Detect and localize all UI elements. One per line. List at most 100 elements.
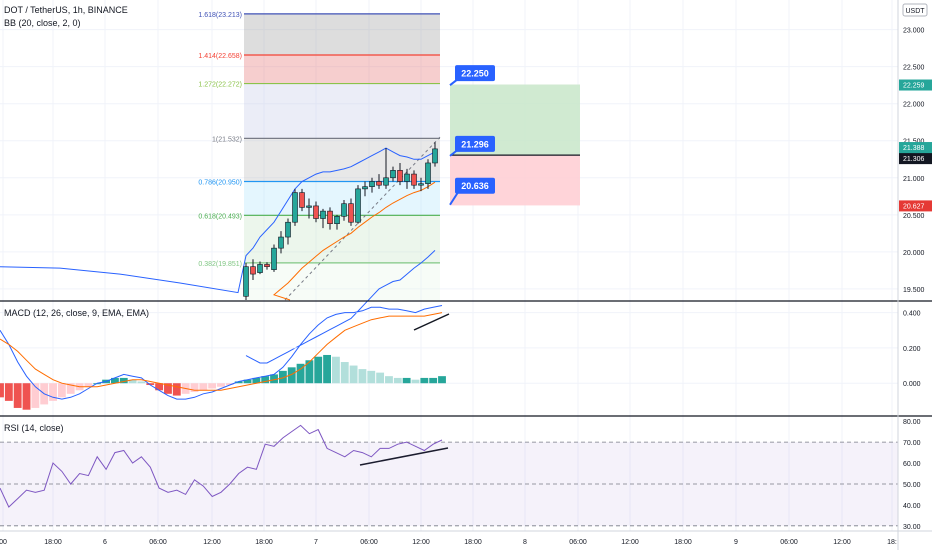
time-tick-label: 06:00 [149,539,167,546]
price-label-target[interactable] [899,79,932,91]
rsi-divergence-line[interactable] [359,447,449,466]
candle-body [355,188,361,223]
time-tick-label: 9 [734,539,738,546]
macd-histogram-bar [4,383,13,401]
macd-tick-label: 0.000 [903,381,921,388]
macd-line [0,305,443,400]
price-label-stop[interactable] [899,200,932,212]
fib-label-1.272: 1.272(22.272) [198,82,242,89]
candle-body [250,266,256,275]
macd-tick-label: 0.400 [903,311,921,318]
candle-body [320,210,326,219]
time-tick-label: 12:00 [833,539,851,546]
macd-histogram-bar [323,354,331,384]
rsi-line [0,424,443,508]
price-axis[interactable]: 23.00022.50022.00021.50021.00020.50020.0… [899,28,932,294]
candle-body [348,203,354,223]
macd-histogram-bar [385,376,393,384]
callout-box[interactable] [455,135,495,152]
currency-label: USDT [905,8,925,15]
rsi-tick-label: 30.00 [903,524,921,531]
macd-histogram-bar [314,356,323,384]
price-tick-label: 20.500 [903,213,925,220]
macd-histogram-bar [243,379,252,384]
price-callouts[interactable]: 22.250 21.296 20.636 [359,65,495,466]
symbol-title: DOT / TetherUS, 1h, BINANCE [4,5,128,15]
macd-histogram-bar [164,383,172,394]
callout-box[interactable] [455,65,495,82]
macd-histogram-bar [128,379,137,384]
fib-label-0.382: 0.382(19.851) [198,261,242,268]
time-tick-label: 8 [523,539,527,546]
currency-badge[interactable] [902,3,928,17]
candle-body [292,192,298,223]
candle-body [362,186,368,190]
candle-body [404,173,410,182]
macd-histogram-bar [402,377,411,384]
price-tick-label: 22.000 [903,102,925,109]
macd-histogram-bar [155,383,164,391]
macd-histogram-bar [429,377,438,384]
macd-histogram-bar [420,377,429,384]
fib-label-1.414: 1.414(22.658) [198,53,242,60]
time-tick-label: 7 [314,539,318,546]
candle-body [390,170,396,179]
callout-text: 20.636 [461,181,489,191]
rsi-axis[interactable]: 80.00 70.00 60.00 50.00 40.00 30.00 [903,419,921,531]
macd-histogram-bar [270,374,278,384]
time-axis[interactable]: 00 18:00 6 06:00 12:00 18:00 7 06:00 12:00 18:00 8… [0,539,897,546]
bb-indicator-title: BB (20, close, 2, 0) [4,18,81,28]
candle-body [432,148,438,164]
rsi-title: RSI (14, close) [4,423,64,433]
rsi-tick-label: 80.00 [903,419,921,426]
time-tick-label: 18: [887,539,897,546]
bb-lower-band [245,250,436,364]
macd-histogram-bar [340,362,349,384]
rsi-tick-label: 50.00 [903,482,921,489]
fib-zone-1 [244,138,440,182]
macd-pane[interactable]: 0.400 0.200 0.000 MACD (12, 26, close, 9, … [0,305,921,410]
macd-histogram-bar [208,383,217,389]
time-tick-label: 12:00 [412,539,430,546]
rsi-tick-label: 70.00 [903,440,921,447]
price-tick-label: 20.000 [903,250,925,257]
ema-line [272,181,436,301]
price-label-text-entry: 21.306 [903,156,925,163]
candle-body [376,181,382,186]
macd-tick-label: 0.200 [903,346,921,353]
macd-divergence-line[interactable] [413,313,450,331]
time-tick-label: 12:00 [621,539,639,546]
time-tick-label: 18:00 [44,539,62,546]
macd-axis[interactable]: 0.400 0.200 0.000 [903,311,921,389]
candle-body [299,192,305,208]
macd-histogram-bar [0,383,4,398]
macd-histogram-bar [358,369,367,384]
callout-box[interactable] [455,177,495,194]
price-label-entry[interactable] [899,153,932,165]
candle-body [271,247,277,270]
macd-histogram-bar [261,376,270,384]
macd-histogram-bar [296,363,305,384]
macd-histogram-bar [332,356,340,384]
time-tick-label: 06:00 [360,539,378,546]
price-label-text-stop: 20.627 [903,203,925,210]
macd-histogram-bar [252,377,261,384]
candle-body [264,264,270,267]
candlesticks [243,142,438,300]
time-tick-label: 00 [0,539,7,546]
macd-histogram-bar [49,383,57,401]
macd-histogram-bar [172,383,181,396]
candle-body [383,177,389,186]
candle-body [411,173,417,186]
time-tick-label: 18:00 [674,539,692,546]
long-position-tool[interactable] [450,84,580,206]
macd-histogram-bar [234,381,243,384]
candle-body [278,236,284,249]
fib-label-0.618: 0.618(20.493) [198,213,242,220]
macd-histogram-bar [225,383,234,385]
fib-zone-1.272 [244,83,440,139]
macd-histogram-bar [190,383,199,393]
fib-zone-1.618 [244,13,440,55]
rsi-pane[interactable]: 80.00 70.00 60.00 50.00 40.00 30.00 RSI (14, … [0,419,921,531]
